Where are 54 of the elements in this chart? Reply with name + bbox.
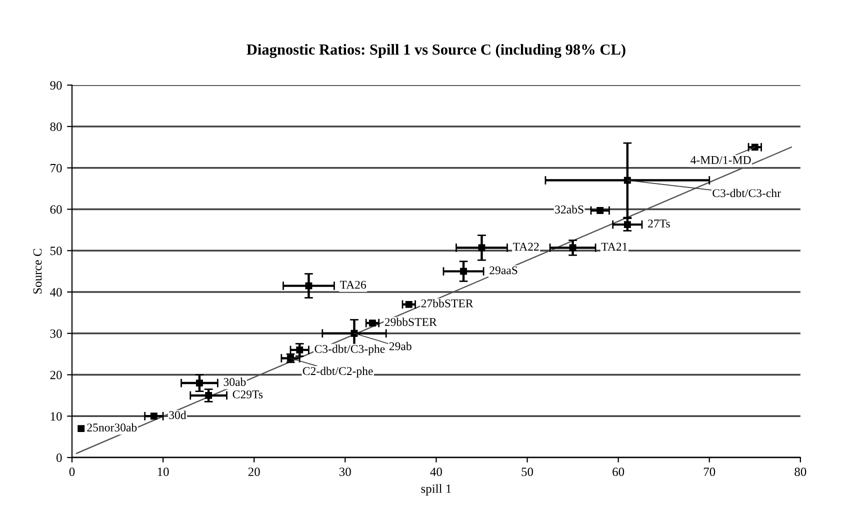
annotation: TA21 [601, 242, 627, 251]
x-tick-label: 30 [340, 468, 351, 476]
point [78, 425, 85, 432]
point [196, 380, 203, 387]
annotation: 29ab [389, 342, 412, 350]
point [596, 207, 604, 214]
point [205, 392, 212, 399]
y-tick-label: 80 [50, 122, 62, 131]
annotation: 29bbSTER [384, 318, 437, 326]
annotation: 29aaS [490, 266, 518, 274]
y-tick-label: 60 [50, 205, 62, 214]
annotation: C3-dbt/C3-phe [314, 344, 385, 356]
x-tick-label: 40 [430, 468, 442, 476]
point [350, 330, 358, 337]
point [305, 282, 312, 290]
x-tick-label: 50 [522, 468, 534, 476]
annotation: 27bbSTER [421, 299, 474, 308]
x-tick-label: 20 [248, 468, 260, 476]
point [150, 412, 158, 420]
annotation: TA26 [340, 280, 366, 289]
x-tick-label: 10 [158, 468, 169, 476]
x-tick-label: 0 [69, 468, 75, 476]
x-tick-label: 60 [612, 468, 624, 476]
point [368, 320, 376, 327]
x-axis-title: spill 1 [421, 484, 451, 496]
annotation: C3-dbt/C3-chr [712, 188, 781, 198]
point [569, 244, 576, 252]
y-tick-label: 0 [56, 454, 62, 462]
y-tick-label: 90 [50, 81, 62, 90]
annotation: 30ab [224, 378, 246, 386]
y-axis-title: Source C [33, 248, 42, 294]
annotation: 25nor30ab [87, 423, 137, 432]
y-tick-label: 20 [50, 370, 62, 380]
chart-title: Diagnostic Ratios: Spill 1 vs Source C (including 98% CL) [246, 44, 626, 58]
annotation: 27Ts [648, 220, 670, 228]
point [405, 300, 412, 308]
y-tick-label: 40 [50, 288, 62, 296]
annotation: 4-MD/1-MD [690, 156, 751, 164]
annotation: C2-dbt/C2-phe [302, 366, 373, 378]
point [296, 346, 304, 354]
x-tick-label: 70 [704, 468, 716, 476]
annotation: C29Ts [232, 390, 263, 398]
y-tick-label: 70 [50, 164, 62, 172]
y-tick-label: 30 [50, 329, 62, 338]
y-tick-label: 50 [50, 246, 62, 256]
point [460, 268, 467, 275]
annotation: 30d [169, 410, 186, 420]
point [624, 221, 631, 228]
annotation: 32abS [555, 205, 584, 214]
point [751, 144, 758, 151]
point [478, 244, 486, 252]
y-tick-label: 10 [50, 412, 62, 421]
x-tick-label: 80 [794, 468, 806, 476]
annotation: TA22 [512, 242, 539, 251]
